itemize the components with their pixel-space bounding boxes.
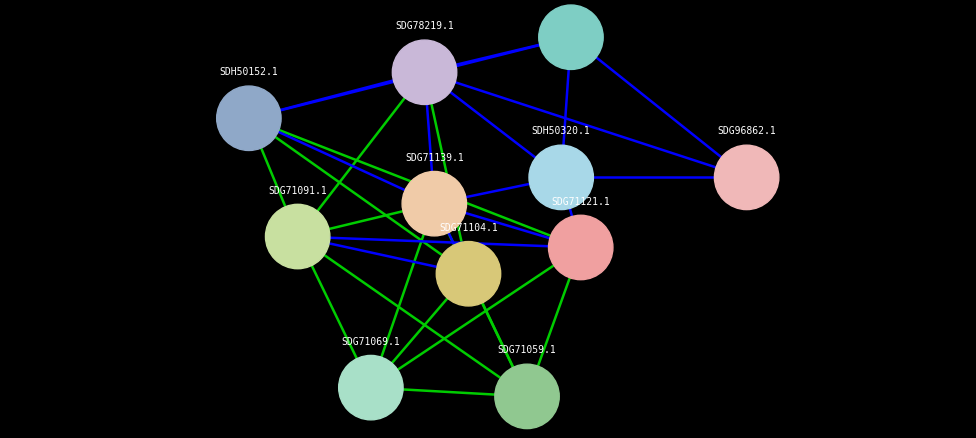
Ellipse shape (495, 364, 559, 429)
Text: SDH50152.1: SDH50152.1 (220, 67, 278, 77)
Ellipse shape (339, 355, 403, 420)
Ellipse shape (549, 215, 613, 280)
Ellipse shape (392, 40, 457, 105)
Ellipse shape (265, 204, 330, 269)
Ellipse shape (714, 145, 779, 210)
Text: SDG71091.1: SDG71091.1 (268, 186, 327, 195)
Text: SDG96862.1: SDG96862.1 (717, 127, 776, 136)
Ellipse shape (217, 86, 281, 151)
Text: SDG71104.1: SDG71104.1 (439, 223, 498, 233)
Ellipse shape (529, 145, 593, 210)
Ellipse shape (402, 171, 467, 236)
Text: SDH50320.1: SDH50320.1 (532, 127, 590, 136)
Text: SDG71139.1: SDG71139.1 (405, 153, 464, 162)
Ellipse shape (436, 241, 501, 306)
Text: SDG71069.1: SDG71069.1 (342, 337, 400, 346)
Text: SDG78219.1: SDG78219.1 (395, 21, 454, 31)
Text: SDG71121.1: SDG71121.1 (551, 197, 610, 206)
Text: SDG71059.1: SDG71059.1 (498, 346, 556, 355)
Ellipse shape (539, 5, 603, 70)
